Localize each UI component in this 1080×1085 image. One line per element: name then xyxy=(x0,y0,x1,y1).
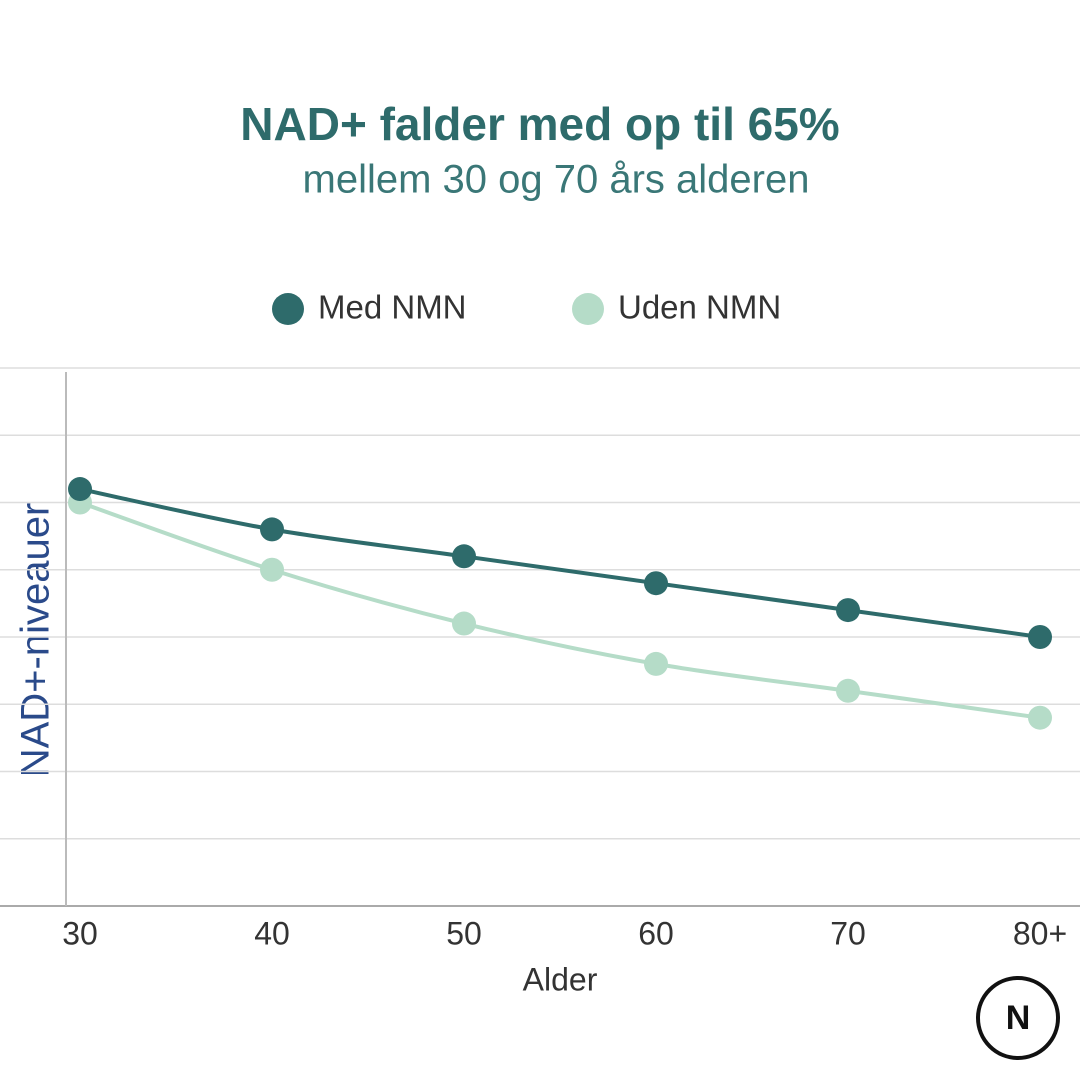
data-point xyxy=(1028,705,1052,730)
legend-marker xyxy=(572,293,604,325)
x-tick-label: 40 xyxy=(254,915,290,951)
legend-marker xyxy=(272,293,304,325)
data-point xyxy=(1028,625,1052,649)
logo-circle xyxy=(976,976,1060,1060)
x-tick-label: 60 xyxy=(638,915,674,951)
legend-label: Uden NMN xyxy=(618,289,781,326)
series-line xyxy=(79,487,1041,639)
data-point xyxy=(836,598,860,623)
logo: N xyxy=(1006,999,1031,1037)
data-point xyxy=(836,678,860,703)
chart-title: NAD+ falder med op til 65% xyxy=(240,98,839,150)
x-tick-label: 70 xyxy=(830,915,866,951)
x-tick-label: 50 xyxy=(446,915,482,951)
data-point xyxy=(260,517,284,542)
x-axis-label: Alder xyxy=(523,961,598,997)
y-axis-label: NAD+-niveauer xyxy=(14,503,58,778)
data-point xyxy=(260,557,284,582)
series-line xyxy=(79,500,1041,720)
legend-label: Med NMN xyxy=(318,289,467,326)
data-point xyxy=(68,477,92,502)
data-point xyxy=(452,544,476,569)
data-point xyxy=(644,571,668,596)
x-tick-label: 80+ xyxy=(1013,915,1067,951)
data-point xyxy=(644,651,668,676)
chart-subtitle: mellem 30 og 70 års alderen xyxy=(303,158,810,202)
data-point xyxy=(452,611,476,636)
x-tick-label: 30 xyxy=(62,915,98,951)
